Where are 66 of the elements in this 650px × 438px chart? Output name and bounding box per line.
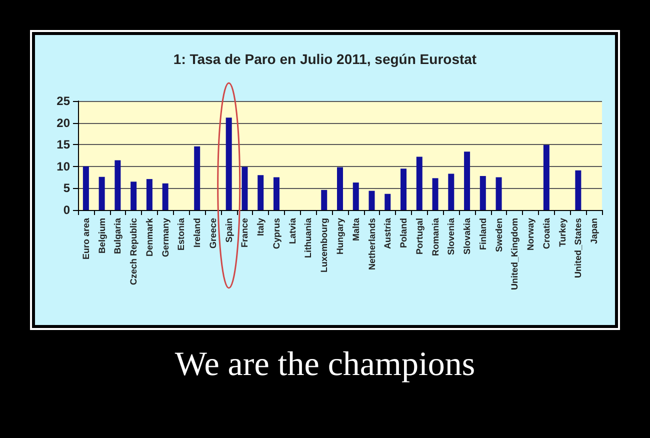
x-tick-label: Denmark (144, 217, 154, 257)
x-tick-label: Sweden (494, 218, 504, 252)
x-tick-label: Estonia (176, 217, 186, 251)
bar (352, 182, 359, 210)
x-tick-label: Belgium (96, 218, 107, 254)
bar (543, 145, 550, 210)
y-tick-label: 20 (56, 116, 70, 130)
x-tick-label: United_States (573, 218, 584, 278)
x-tick-label: Norway (526, 218, 536, 251)
x-tick-label: Greece (208, 218, 218, 249)
x-tick-label: Japan (589, 218, 600, 244)
x-tick-label: Bulgaria (112, 217, 123, 254)
x-tick-label: Cyprus (271, 218, 282, 250)
y-tick-label: 25 (56, 94, 70, 108)
x-tick-label: Hungary (335, 218, 345, 255)
x-tick-label: Lithuania (303, 217, 314, 258)
x-tick-label: Euro area (80, 217, 91, 260)
bar (226, 118, 232, 210)
x-tick-label: Poland (398, 218, 409, 248)
x-tick-label: Spain (224, 218, 234, 243)
x-tick-label: Luxembourg (319, 218, 330, 273)
bar (114, 160, 121, 210)
x-tick-label: Slovenia (446, 217, 456, 256)
text: We are the champions (174, 346, 476, 384)
y-tick-label: 10 (56, 159, 70, 174)
y-tick-label: 15 (56, 138, 70, 152)
x-tick-label: Finland (478, 218, 488, 250)
x-tick-label: Austria (382, 217, 393, 250)
x-tick-label: France (240, 218, 250, 248)
y-tick-label: 5 (63, 181, 70, 196)
x-tick-label: Romania (430, 217, 440, 256)
bar (384, 194, 391, 210)
bar (162, 183, 168, 210)
bar (82, 166, 89, 210)
bar (258, 175, 264, 210)
x-tick-label: Malta (350, 217, 361, 242)
bar (98, 176, 105, 210)
bar (337, 167, 343, 210)
x-tick-label: United_Kingdom (510, 218, 520, 290)
x-tick-label: Ireland (192, 218, 202, 248)
bar (273, 177, 280, 210)
bar (130, 182, 137, 210)
bar (480, 176, 486, 210)
x-tick-label: Croatia (541, 217, 552, 250)
bar (448, 174, 454, 210)
x-tick-label: Slovakia (462, 217, 472, 255)
bar (416, 156, 422, 210)
bar (464, 152, 470, 210)
bar (432, 178, 438, 210)
x-tick-label: Latvia (287, 217, 298, 244)
x-tick-label: Portugal (414, 218, 424, 255)
x-tick-label: Turkey (557, 218, 568, 247)
bar (194, 146, 200, 210)
bar (321, 190, 328, 210)
bar (496, 177, 502, 210)
bar (575, 170, 582, 210)
x-tick-label: Netherlands (366, 218, 377, 270)
x-tick-label: Czech Republic (128, 218, 139, 286)
bar (146, 179, 152, 210)
chart-title: 1: Tasa de Paro en Julio 2011, según Eurostat (173, 51, 477, 67)
bar (400, 168, 407, 210)
x-tick-label: Germany (160, 218, 170, 258)
x-tick-label: Italy (256, 218, 266, 236)
bar (242, 166, 248, 210)
y-tick-label: 0 (63, 203, 70, 217)
bar (368, 190, 375, 210)
